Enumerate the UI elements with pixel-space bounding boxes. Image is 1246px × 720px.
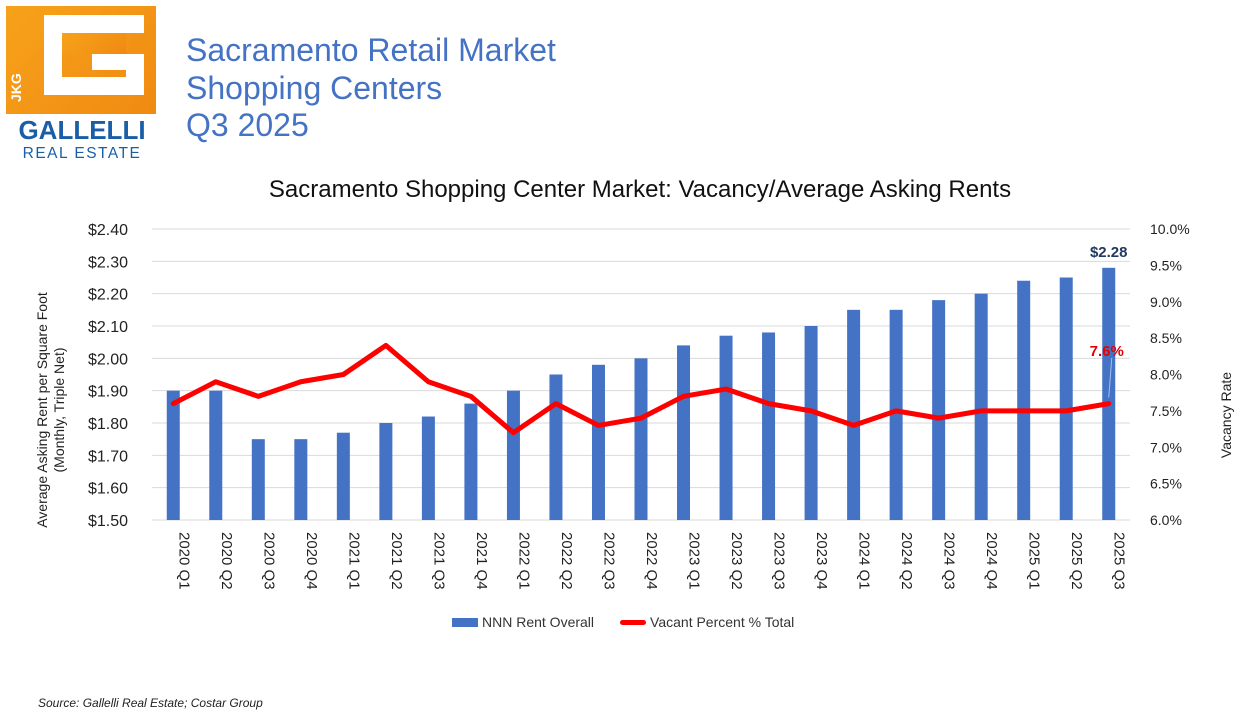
y-axis-title-left: Average Asking Rent per Square Foot [34, 292, 50, 528]
gallelli-logo: JKG GALLELLI REAL ESTATE [6, 6, 158, 162]
bar [591, 364, 605, 520]
x-tick-label: 2020 Q4 [303, 532, 320, 590]
y-tick-right: 6.5% [1150, 476, 1182, 492]
bar [1017, 280, 1031, 520]
logo-g-top [62, 15, 144, 33]
vacancy-line [170, 342, 1112, 436]
y-tick-left: $1.80 [88, 416, 128, 433]
x-tick-label: 2025 Q3 [1111, 532, 1128, 590]
legend-swatch-line [620, 619, 647, 625]
bar [506, 390, 520, 520]
x-tick-label: 2021 Q2 [388, 532, 405, 590]
page-title-line-3: Q3 2025 [186, 107, 309, 143]
bar [677, 345, 691, 520]
y-axis-subtitle-left: (Monthly, Triple Net) [51, 348, 67, 473]
y-tick-right: 10.0% [1150, 221, 1190, 237]
x-tick-label: 2024 Q2 [898, 532, 915, 590]
bar [549, 374, 563, 520]
y-tick-left: $2.00 [88, 351, 128, 368]
bar [251, 439, 265, 520]
x-tick-label: 2021 Q3 [430, 532, 447, 590]
bar [336, 432, 350, 520]
x-tick-label: 2023 Q3 [771, 532, 788, 590]
page-title-line-2: Shopping Centers [186, 69, 443, 106]
bar [932, 300, 946, 520]
x-tick-label: 2020 Q2 [218, 532, 235, 590]
x-tick-label: 2022 Q2 [558, 532, 575, 590]
legend-label-rent: NNN Rent Overall [482, 614, 595, 630]
source-note: Source: Gallelli Real Estate; Costar Gro… [38, 696, 263, 710]
bar [762, 332, 776, 520]
chart-legend: NNN Rent Overall Vacant Percent % Total [452, 612, 820, 632]
bar [847, 309, 861, 520]
x-tick-label: 2025 Q2 [1068, 532, 1085, 590]
y-axis-title-right: Vacancy Rate [1218, 372, 1234, 458]
y-tick-right: 8.0% [1150, 367, 1182, 383]
y-tick-right: 8.5% [1150, 330, 1182, 346]
x-tick-label: 2022 Q4 [643, 532, 660, 590]
y-tick-right: 7.0% [1150, 439, 1182, 455]
data-label-vacancy: 7.6% [1090, 343, 1124, 360]
bar [1059, 277, 1073, 520]
bar [889, 309, 903, 520]
x-tick-label: 2024 Q3 [941, 532, 958, 590]
y-tick-right: 9.0% [1150, 294, 1182, 310]
x-tick-label: 2020 Q1 [175, 532, 192, 590]
page-title: Sacramento Retail Market Shopping Center… [186, 32, 556, 145]
x-tick-label: 2024 Q1 [856, 532, 873, 590]
x-tick-label: 2022 Q1 [515, 532, 532, 590]
y-tick-left: $2.40 [88, 222, 128, 239]
logo-name: GALLELLI [18, 115, 146, 145]
page-title-line-1: Sacramento Retail Market [186, 32, 556, 68]
bar [379, 423, 393, 520]
bar [166, 390, 180, 520]
data-label-rent: $2.28 [1090, 244, 1128, 261]
y-tick-right: 6.0% [1150, 512, 1182, 528]
legend-label-vacancy: Vacant Percent % Total [650, 614, 795, 630]
legend-swatch-bar [452, 617, 478, 627]
y-tick-right: 9.5% [1150, 257, 1182, 273]
bar [974, 293, 988, 520]
chart-title: Sacramento Shopping Center Market: Vacan… [268, 176, 1012, 203]
x-tick-label: 2023 Q2 [728, 532, 745, 590]
legend-item-vacancy: Vacant Percent % Total [620, 614, 794, 630]
x-tick-label: 2022 Q3 [600, 532, 617, 590]
bar [719, 335, 733, 520]
data-label-leader [1108, 357, 1113, 398]
bar [209, 390, 223, 520]
x-tick-label: 2025 Q1 [1026, 532, 1043, 590]
x-tick-label: 2021 Q4 [473, 532, 490, 590]
y-tick-left: $2.20 [88, 287, 128, 304]
bar [421, 416, 435, 520]
y-tick-left: $1.50 [88, 513, 128, 530]
bar [294, 439, 308, 520]
y-tick-left: $1.90 [88, 384, 128, 401]
y-tick-left: $1.60 [88, 481, 128, 498]
x-tick-label: 2024 Q4 [983, 532, 1000, 590]
y-tick-left: $2.30 [88, 254, 128, 271]
legend-item-rent: NNN Rent Overall [452, 614, 594, 630]
logo-tagline: REAL ESTATE [22, 145, 142, 162]
logo-g-right [126, 54, 144, 95]
logo-g-cover [62, 33, 126, 54]
bar [804, 326, 818, 520]
bar [464, 403, 478, 520]
x-tick-label: 2020 Q3 [260, 532, 277, 590]
y-tick-right: 7.5% [1150, 403, 1182, 419]
bar [634, 358, 648, 520]
x-tick-label: 2021 Q1 [345, 532, 362, 590]
y-tick-left: $2.10 [88, 319, 128, 336]
x-tick-label: 2023 Q4 [813, 532, 830, 590]
y-tick-left: $1.70 [88, 448, 128, 465]
x-tick-label: 2023 Q1 [686, 532, 703, 590]
